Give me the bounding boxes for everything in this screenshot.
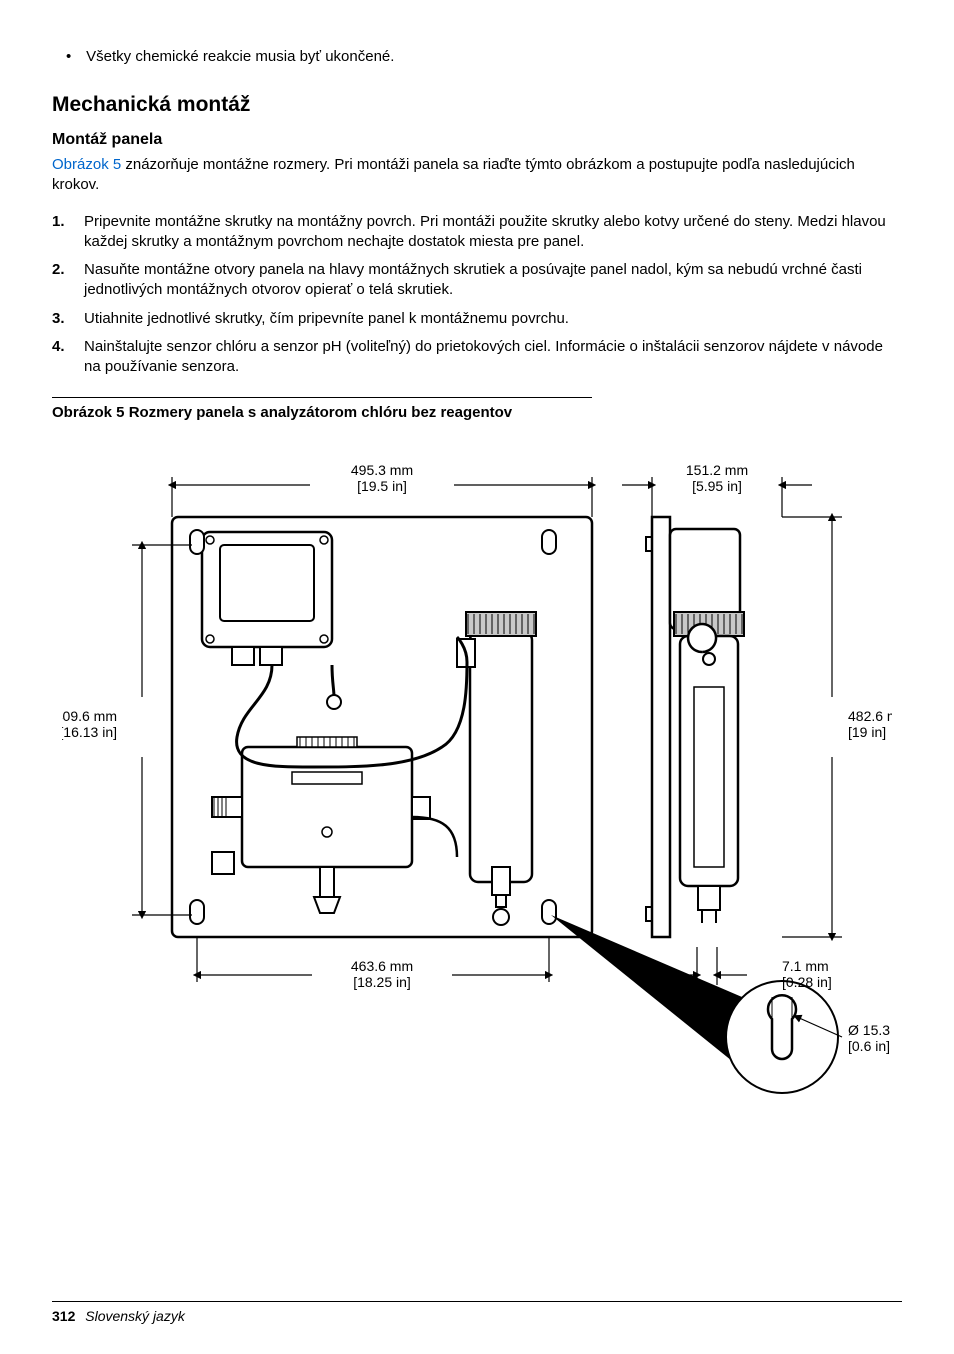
dim-bot-front-in: [18.25 in] xyxy=(353,974,411,990)
footer-language: Slovenský jazyk xyxy=(85,1308,185,1324)
figure-caption: Obrázok 5 Rozmery panela s analyzátorom … xyxy=(52,404,902,421)
dim-bot-side-in: [0.28 in] xyxy=(782,974,832,990)
dim-right-h-mm: 482.6 mm xyxy=(848,708,892,724)
dim-top-side-in: [5.95 in] xyxy=(692,478,742,494)
bullet-dot: • xyxy=(66,48,82,65)
bullet-text: Všetky chemické reakcie musia byť ukonče… xyxy=(86,48,394,65)
figure-rule xyxy=(52,397,592,398)
side-view xyxy=(646,517,744,937)
steps-list: Pripevnite montážne skrutky na montážny … xyxy=(52,212,902,378)
figure-diagram: 495.3 mm [19.5 in] 151.2 mm [5.95 in] 40… xyxy=(62,437,892,1117)
front-view xyxy=(172,517,592,937)
subsection-heading: Montáž panela xyxy=(52,131,902,149)
step-item: Nainštalujte senzor chlóru a senzor pH (… xyxy=(52,337,902,378)
dim-detail-mm: Ø 15.3 mm xyxy=(848,1022,892,1038)
keyhole-detail xyxy=(551,915,842,1093)
dim-bot-side-mm: 7.1 mm xyxy=(782,958,829,974)
dim-left-h-in: [16.13 in] xyxy=(62,724,117,740)
dim-detail-in: [0.6 in] xyxy=(848,1038,890,1054)
figure-ref-link[interactable]: Obrázok 5 xyxy=(52,156,121,173)
intro-paragraph: Obrázok 5 znázorňuje montážne rozmery. P… xyxy=(52,155,902,196)
dim-top-front-mm: 495.3 mm xyxy=(351,462,413,478)
dim-top-side-mm: 151.2 mm xyxy=(686,462,748,478)
page-footer: 312 Slovenský jazyk xyxy=(52,1301,902,1324)
intro-rest: znázorňuje montážne rozmery. Pri montáži… xyxy=(52,156,855,193)
dim-left-h-mm: 409.6 mm xyxy=(62,708,117,724)
section-heading: Mechanická montáž xyxy=(52,93,902,117)
dim-right-h-in: [19 in] xyxy=(848,724,886,740)
page-number: 312 xyxy=(52,1308,75,1324)
bullet-line: • Všetky chemické reakcie musia byť ukon… xyxy=(66,48,902,65)
step-item: Nasuňte montážne otvory panela na hlavy … xyxy=(52,260,902,301)
dim-top-front-in: [19.5 in] xyxy=(357,478,407,494)
step-item: Utiahnite jednotlivé skrutky, čím pripev… xyxy=(52,309,902,329)
figure-block: Obrázok 5 Rozmery panela s analyzátorom … xyxy=(52,397,902,1117)
dim-bot-front-mm: 463.6 mm xyxy=(351,958,413,974)
step-item: Pripevnite montážne skrutky na montážny … xyxy=(52,212,902,253)
